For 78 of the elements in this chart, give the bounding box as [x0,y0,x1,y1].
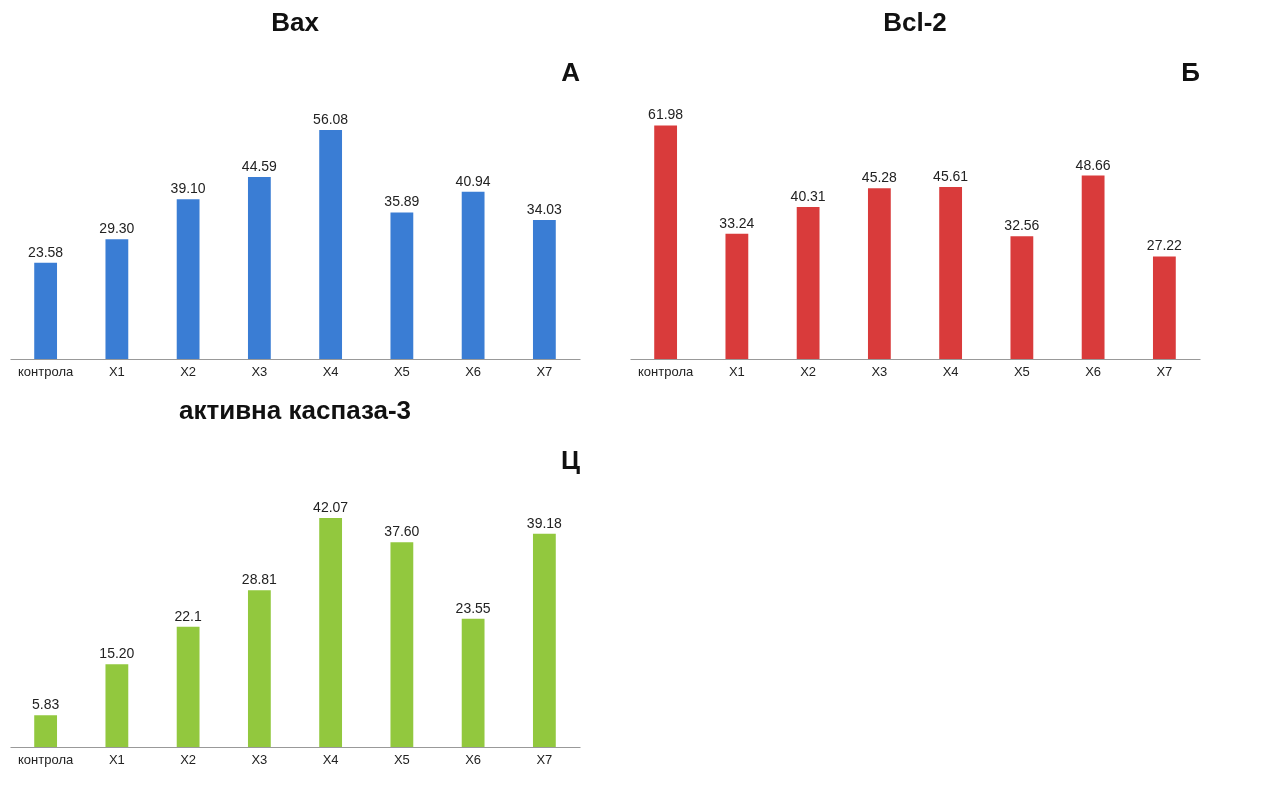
bar [796,207,820,359]
x-tick-label: X6 [465,363,482,379]
x-tick-label: X5 [393,751,410,767]
data-label: 56.08 [313,111,349,128]
x-tick-label: контрола [18,363,74,379]
bar [867,188,891,359]
x-tick-label: X5 [1013,363,1030,379]
data-label: 44.59 [241,157,278,174]
text: Б [1181,57,1200,87]
data-label: 29.30 [99,220,135,237]
data-label: 22.1 [174,607,202,624]
chart-title: Bcl-2 [883,7,947,37]
chart-title: Bax [271,7,320,37]
data-label: 15.20 [99,645,135,662]
bar [247,590,271,747]
x-tick-label: X5 [393,363,410,379]
x-tick-label: X1 [108,363,125,379]
data-label: 37.60 [384,523,420,540]
bar [176,199,200,359]
x-tick-label: X1 [108,751,125,767]
data-label: 45.28 [861,169,898,186]
bar [176,626,200,747]
data-label: 27.22 [1146,237,1183,254]
x-tick-label: X4 [942,363,959,379]
x-tick-label: X4 [322,751,339,767]
data-label: 33.24 [719,214,755,231]
bar [105,239,129,359]
bar [654,125,678,359]
data-label: 5.83 [32,696,60,713]
bar [34,715,58,747]
bar [319,130,343,359]
text: Ц [561,445,580,475]
data-label: 32.56 [1004,217,1040,234]
x-tick-label: X3 [251,751,268,767]
bar [461,618,485,747]
bar [105,664,129,747]
x-tick-label: X3 [251,363,268,379]
bar [461,191,485,359]
x-tick-label: X2 [180,363,197,379]
data-label: 45.61 [933,168,969,185]
x-tick-label: X2 [180,751,197,767]
x-tick-label: X3 [871,363,888,379]
x-tick-label: X7 [536,363,553,379]
data-label: 39.10 [170,180,206,197]
bar [390,542,414,747]
bar [1010,236,1034,359]
x-tick-label: X6 [1085,363,1102,379]
x-tick-label: контрола [638,363,694,379]
bar [247,176,271,359]
bar [1081,175,1105,359]
data-label: 61.98 [648,106,684,123]
data-label: 28.81 [241,571,278,588]
bar [532,220,556,359]
data-label: 34.03 [526,201,563,218]
x-tick-label: X7 [536,751,553,767]
text: А [561,57,581,87]
x-tick-label: X1 [728,363,745,379]
bar [725,233,749,359]
bar [532,533,556,747]
x-tick-label: X2 [800,363,817,379]
data-label: 42.07 [313,498,349,515]
data-label: 40.94 [455,172,491,189]
x-tick-label: X7 [1156,363,1173,379]
bar [390,212,414,359]
bar [939,187,963,359]
bar [319,517,343,747]
data-label: 39.18 [526,514,563,531]
data-label: 40.31 [790,188,826,205]
data-label: 48.66 [1075,156,1111,173]
x-tick-label: контрола [18,751,74,767]
data-label: 23.58 [28,243,64,260]
x-tick-label: X6 [465,751,482,767]
bar [34,262,58,359]
data-label: 35.89 [384,193,420,210]
x-tick-label: X4 [322,363,339,379]
chart-title: активна каспаза-3 [178,395,412,425]
bar [1152,256,1176,359]
data-label: 23.55 [455,599,491,616]
